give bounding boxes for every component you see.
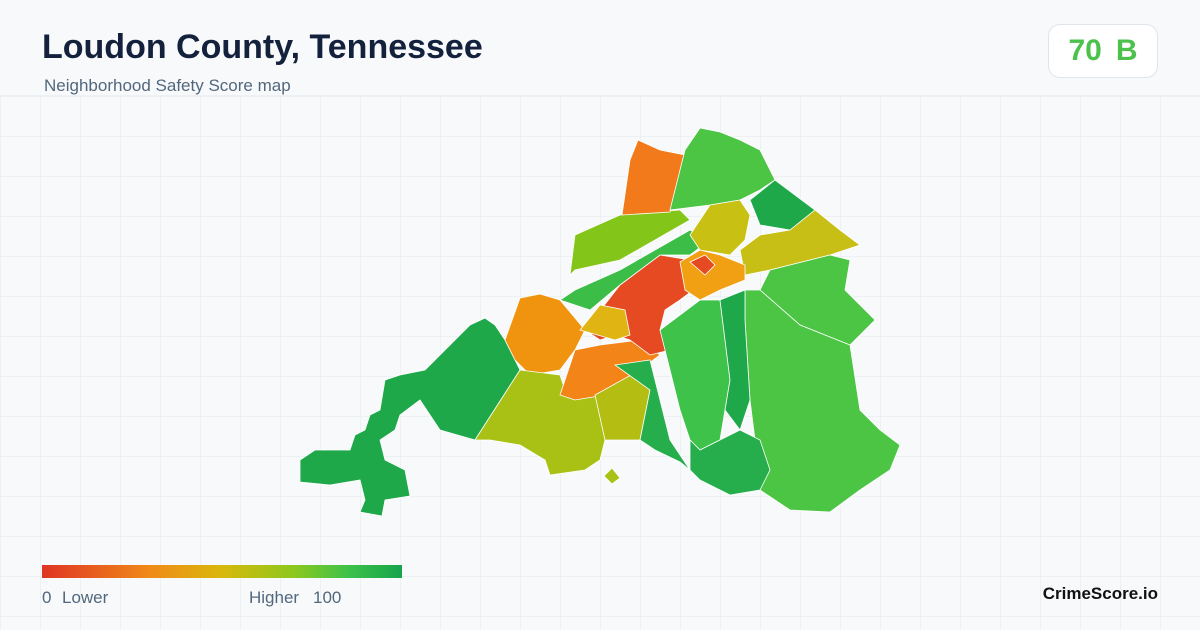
grade: B [1115,34,1138,67]
regions [299,127,901,517]
score: 70 [1068,34,1102,67]
legend-bar [42,565,402,578]
legend-max: 100 [313,588,342,607]
legend-min: 0 [42,588,52,607]
score-badge: 70 B [1048,24,1158,78]
legend-max-label: Higher [249,588,300,607]
legend-min-label: Lower [62,588,109,607]
subtitle: Neighborhood Safety Score map [44,76,291,95]
brand: CrimeScore.io [1042,584,1158,603]
title: Loudon County, Tennessee [42,28,483,66]
